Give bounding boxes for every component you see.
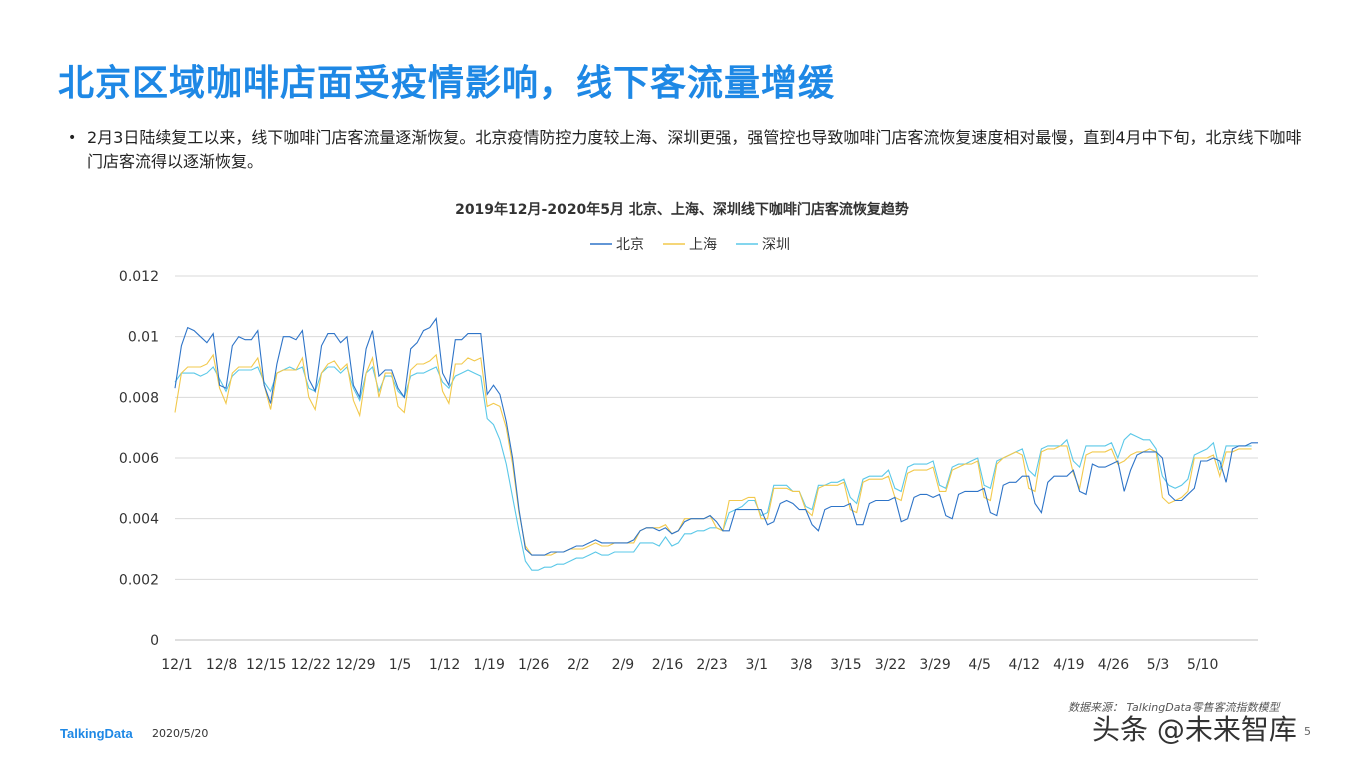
legend-label-shanghai: 上海 (689, 237, 717, 253)
y-tick-label: 0.008 (119, 390, 159, 406)
x-tick-label: 4/19 (1053, 657, 1084, 673)
y-tick-label: 0.002 (119, 572, 159, 588)
bullet-dot: • (68, 130, 77, 146)
x-tick-label: 12/29 (335, 657, 375, 673)
chart-title: 2019年12月-2020年5月 北京、上海、深圳线下咖啡门店客流恢复趋势 (455, 202, 909, 218)
y-tick-label: 0.006 (119, 451, 159, 467)
watermark: 头条 @未来智库 (1092, 713, 1297, 746)
series-line-shanghai (174, 353, 1252, 556)
footer-date: 2020/5/20 (152, 727, 209, 740)
x-tick-label: 5/10 (1187, 657, 1218, 673)
x-tick-label: 3/15 (830, 657, 861, 673)
x-tick-label: 1/26 (518, 657, 550, 673)
page-title: 北京区域咖啡店面受疫情影响，线下客流量增缓 (58, 63, 836, 104)
series-line-beijing (174, 317, 1258, 556)
x-tick-label: 1/5 (389, 657, 412, 673)
x-tick-label: 3/1 (745, 657, 768, 673)
x-tick-label: 4/5 (968, 657, 991, 673)
x-tick-label: 3/22 (875, 657, 906, 673)
y-tick-label: 0.004 (119, 512, 159, 528)
x-tick-label: 12/22 (291, 657, 331, 673)
x-tick-label: 12/15 (246, 657, 286, 673)
y-tick-label: 0 (150, 633, 159, 649)
series-line-shenzhen (174, 365, 1252, 571)
page-number: 5 (1304, 725, 1311, 738)
y-tick-label: 0.01 (128, 330, 159, 346)
legend-label-beijing: 北京 (616, 237, 644, 253)
bullet-text: 2月3日陆续复工以来，线下咖啡门店客流量逐渐恢复。北京疫情防控力度较上海、深圳更… (87, 128, 1302, 171)
legend-label-shenzhen: 深圳 (762, 237, 790, 253)
x-tick-label: 2/16 (652, 657, 684, 673)
x-tick-label: 1/19 (473, 657, 504, 673)
x-tick-label: 12/8 (206, 657, 237, 673)
x-tick-label: 2/2 (567, 657, 590, 673)
x-tick-label: 4/26 (1098, 657, 1130, 673)
x-tick-label: 3/29 (919, 657, 950, 673)
y-tick-label: 0.012 (119, 269, 159, 285)
x-tick-label: 4/12 (1009, 657, 1040, 673)
x-tick-label: 5/3 (1147, 657, 1170, 673)
x-tick-label: 2/9 (612, 657, 635, 673)
x-tick-label: 3/8 (790, 657, 813, 673)
data-source-note: 数据来源： TalkingData零售客流指数模型 (1068, 701, 1280, 714)
x-tick-label: 12/1 (161, 657, 192, 673)
x-tick-label: 2/23 (696, 657, 727, 673)
talkingdata-logo: TalkingData (60, 726, 133, 741)
x-tick-label: 1/12 (429, 657, 460, 673)
